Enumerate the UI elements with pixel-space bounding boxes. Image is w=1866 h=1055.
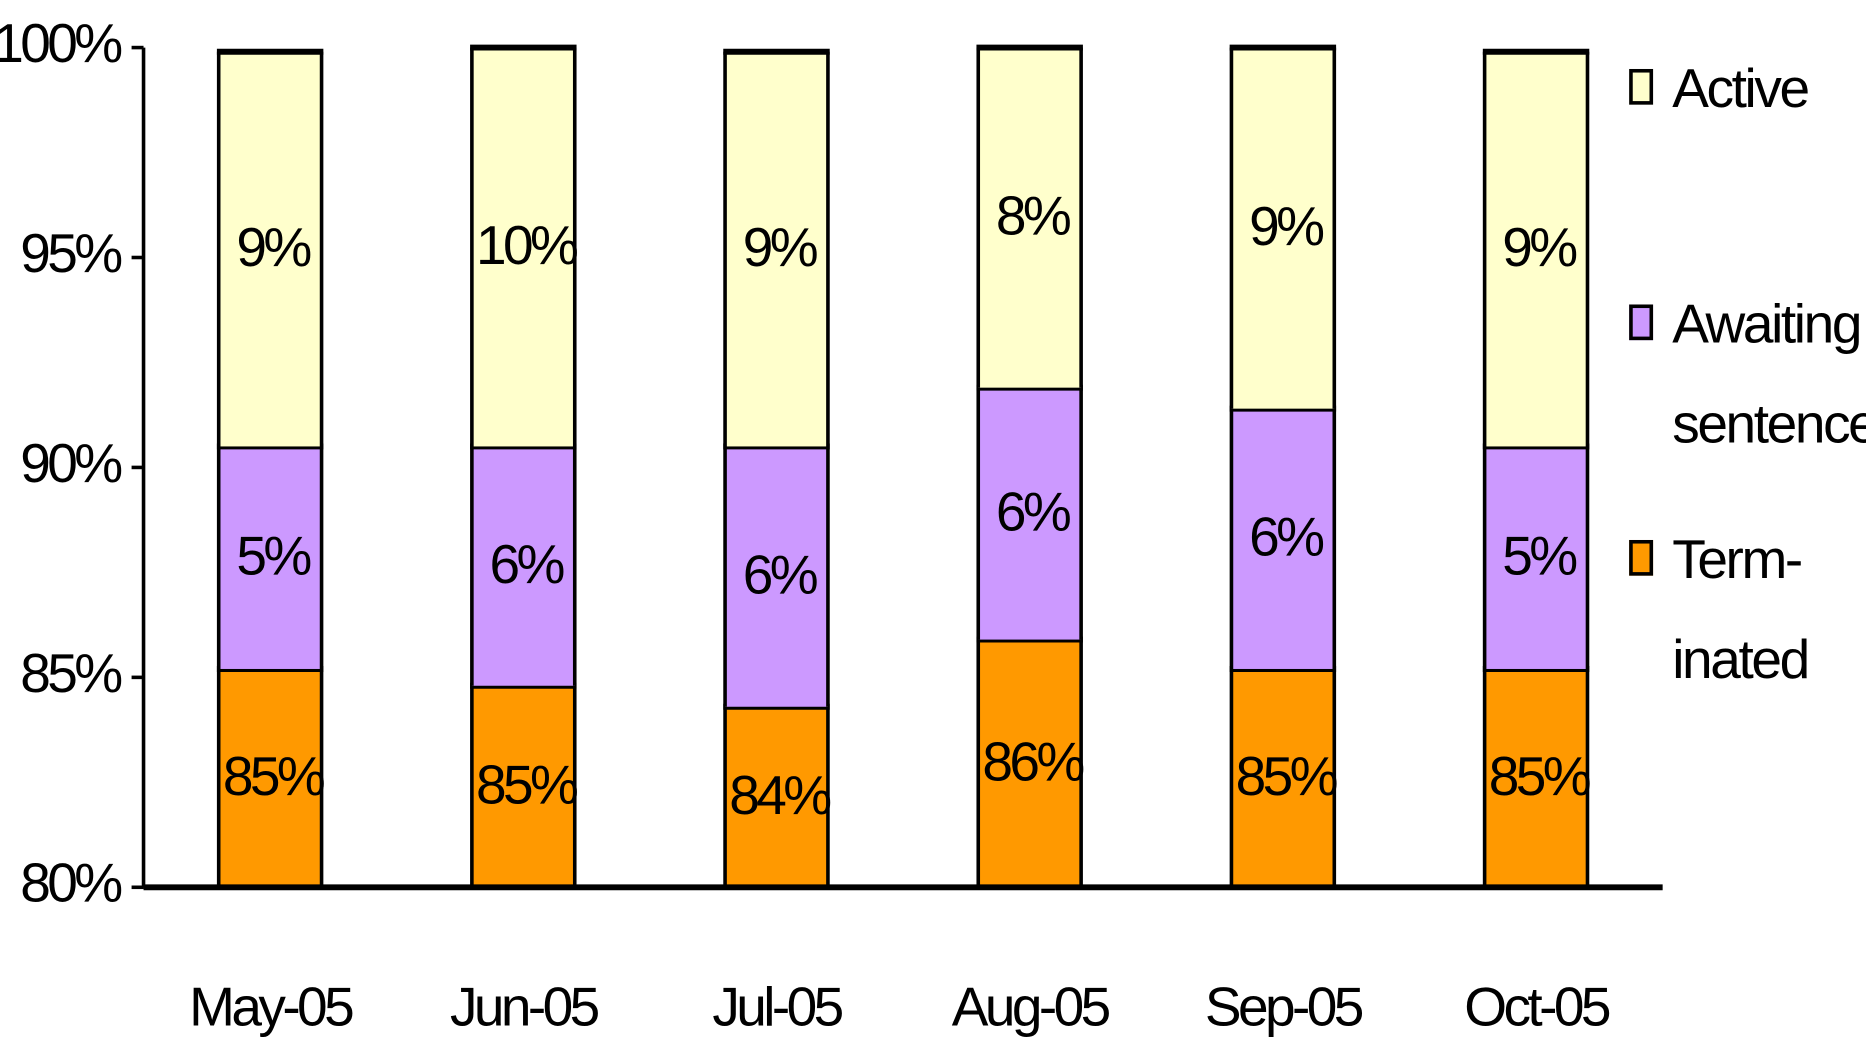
data-label: 86%: [982, 730, 1083, 792]
data-label: 8%: [996, 185, 1070, 247]
data-label: 84%: [729, 764, 830, 826]
bar-segment: [978, 47, 1082, 388]
data-label: 9%: [1249, 195, 1323, 257]
y-tick-label: 95%: [20, 222, 121, 284]
bar-segment: [218, 668, 322, 888]
data-label: 5%: [1502, 525, 1576, 587]
bar-segment: [1231, 47, 1335, 409]
data-label: 9%: [1502, 216, 1576, 278]
y-tick-label: 85%: [20, 642, 121, 704]
bar-segment: [725, 706, 828, 888]
legend-label: Active: [1672, 57, 1810, 119]
data-label: 85%: [223, 745, 324, 807]
x-tick-label: Oct-05: [1464, 976, 1610, 1038]
bar-segment: [471, 685, 575, 888]
bar-segment: [218, 51, 322, 447]
legend-item: Active: [1629, 48, 1866, 284]
bar-segment: [1231, 408, 1335, 669]
data-label: 9%: [236, 216, 310, 278]
data-label: 85%: [476, 753, 577, 815]
data-label: 9%: [743, 216, 817, 278]
bar-segment: [1231, 668, 1335, 888]
x-tick-label: Jun-05: [450, 976, 599, 1038]
bar-segment: [725, 446, 828, 707]
bar-segment: [1484, 51, 1588, 447]
y-tick-label: 90%: [20, 432, 121, 494]
legend-label: Awaiting sentence: [1672, 292, 1866, 455]
bar-segment: [978, 387, 1082, 640]
data-label: 6%: [1249, 506, 1323, 568]
data-label: 5%: [236, 525, 310, 587]
data-label: 10%: [476, 214, 577, 276]
bar-segment: [471, 47, 575, 447]
y-tick-label: 100%: [0, 12, 121, 74]
bar-segment: [218, 446, 322, 669]
bar-segment: [1484, 446, 1588, 669]
data-label: 6%: [743, 544, 817, 606]
data-label: 85%: [1489, 745, 1590, 807]
legend-item: Awaiting sentence: [1629, 283, 1866, 519]
y-tick-label: 80%: [20, 852, 121, 914]
x-tick-label: Sep-05: [1205, 976, 1363, 1038]
data-label: 6%: [490, 533, 564, 595]
x-tick-label: May-05: [189, 976, 353, 1038]
legend: Active Awaiting sentence Term-inated: [1629, 48, 1866, 755]
legend-swatch: [1629, 68, 1654, 105]
legend-label: Term-inated: [1672, 528, 1810, 690]
x-tick-label: Jul-05: [712, 976, 842, 1038]
legend-item: Term-inated: [1629, 519, 1866, 755]
data-label: 85%: [1236, 745, 1337, 807]
legend-swatch: [1629, 304, 1654, 341]
legend-swatch: [1629, 539, 1654, 576]
data-label: 6%: [996, 481, 1070, 543]
bar-segment: [978, 639, 1082, 888]
bar-segment: [725, 51, 828, 447]
x-tick-label: Aug-05: [952, 976, 1110, 1038]
bar-segment: [471, 446, 575, 686]
bar-segment: [1484, 668, 1588, 888]
